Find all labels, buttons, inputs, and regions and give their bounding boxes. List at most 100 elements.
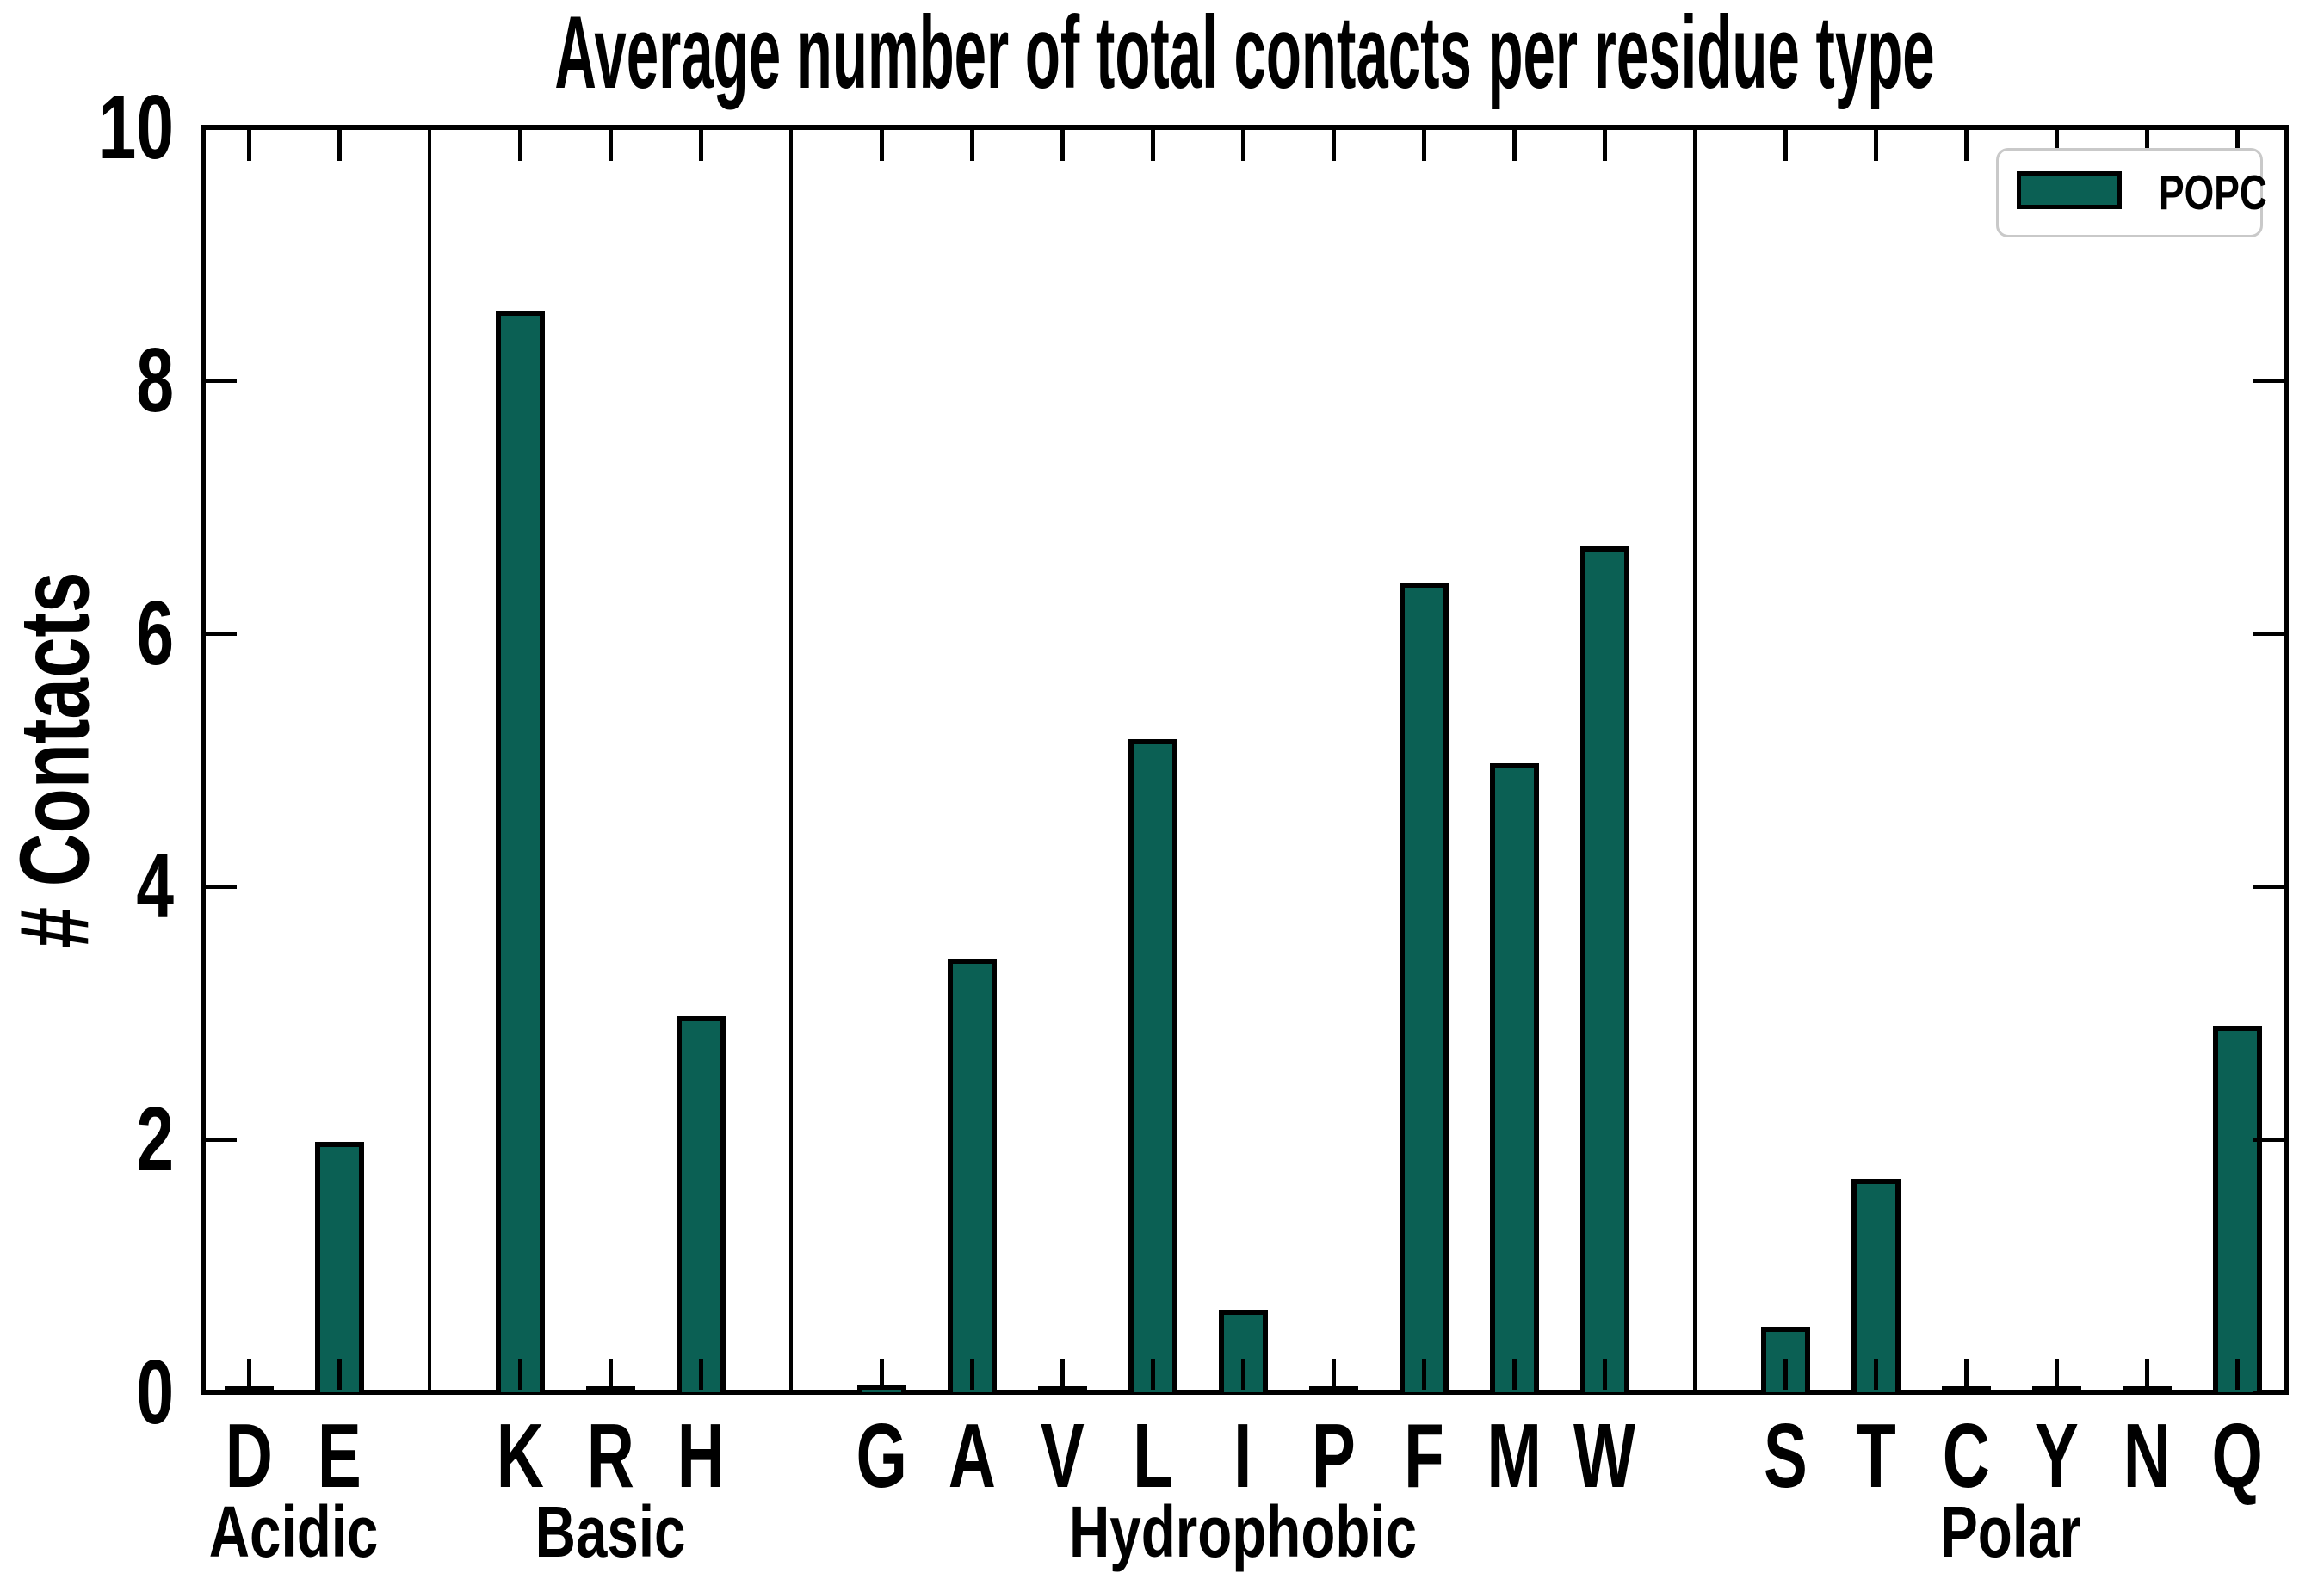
y-tick-right-0 xyxy=(2253,1391,2284,1395)
x-tick-bottom-K xyxy=(518,1359,522,1390)
bar-H xyxy=(677,1016,726,1392)
y-tick-label-4: 4 xyxy=(136,836,174,937)
bar-W xyxy=(1580,546,1629,1392)
x-tick-top-E xyxy=(337,130,342,161)
x-tick-bottom-G xyxy=(880,1359,884,1390)
plot-area xyxy=(201,125,2289,1395)
x-tick-bottom-T xyxy=(1874,1359,1878,1390)
x-tick-label-Y: Y xyxy=(2034,1405,2079,1507)
x-tick-label-P: P xyxy=(1311,1405,1356,1507)
x-tick-label-S: S xyxy=(1763,1405,1808,1507)
bar-Q xyxy=(2213,1026,2262,1392)
bar-T xyxy=(1851,1179,1901,1392)
x-tick-label-R: R xyxy=(586,1405,634,1507)
y-tick-label-10: 10 xyxy=(98,77,174,178)
y-tick-left-10 xyxy=(206,126,237,130)
y-tick-label-8: 8 xyxy=(136,330,174,431)
group-separator-1 xyxy=(789,130,793,1390)
x-tick-top-G xyxy=(880,130,884,161)
x-tick-label-C: C xyxy=(1942,1405,1990,1507)
bar-M xyxy=(1490,763,1539,1392)
group-label-basic: Basic xyxy=(535,1491,686,1572)
y-tick-left-8 xyxy=(206,379,237,383)
x-tick-top-F xyxy=(1422,130,1426,161)
legend: POPC xyxy=(1996,148,2267,237)
legend-label: POPC xyxy=(2159,165,2268,220)
x-tick-top-Q xyxy=(2235,130,2240,161)
x-tick-top-W xyxy=(1603,130,1607,161)
x-tick-label-I: I xyxy=(1233,1405,1252,1507)
y-tick-left-6 xyxy=(206,632,237,636)
x-tick-bottom-I xyxy=(1241,1359,1245,1390)
x-tick-label-T: T xyxy=(1855,1405,1896,1507)
x-tick-top-P xyxy=(1332,130,1336,161)
x-tick-label-F: F xyxy=(1403,1405,1444,1507)
x-tick-top-Y xyxy=(2055,130,2059,161)
y-tick-right-4 xyxy=(2253,885,2284,889)
bar-A xyxy=(948,959,997,1392)
x-tick-label-M: M xyxy=(1486,1405,1542,1507)
legend-swatch-popc xyxy=(2017,171,2122,209)
x-tick-bottom-C xyxy=(1964,1359,1969,1390)
x-tick-top-S xyxy=(1783,130,1788,161)
y-tick-label-2: 2 xyxy=(136,1089,174,1190)
x-tick-bottom-F xyxy=(1422,1359,1426,1390)
x-tick-bottom-Y xyxy=(2055,1359,2059,1390)
x-tick-bottom-D xyxy=(247,1359,251,1390)
x-tick-top-L xyxy=(1151,130,1155,161)
y-tick-label-6: 6 xyxy=(136,583,174,684)
x-tick-top-K xyxy=(518,130,522,161)
bar-L xyxy=(1128,739,1177,1392)
x-tick-top-M xyxy=(1512,130,1517,161)
y-tick-label-0: 0 xyxy=(136,1342,174,1443)
x-tick-top-H xyxy=(699,130,703,161)
x-tick-label-N: N xyxy=(2123,1405,2171,1507)
x-tick-label-D: D xyxy=(225,1405,273,1507)
x-tick-top-T xyxy=(1874,130,1878,161)
x-tick-label-H: H xyxy=(677,1405,725,1507)
x-tick-top-A xyxy=(970,130,974,161)
x-tick-bottom-L xyxy=(1151,1359,1155,1390)
x-tick-label-L: L xyxy=(1132,1405,1173,1507)
x-tick-label-G: G xyxy=(856,1405,907,1507)
y-tick-right-6 xyxy=(2253,632,2284,636)
x-tick-label-E: E xyxy=(317,1405,362,1507)
x-tick-top-N xyxy=(2145,130,2149,161)
y-tick-right-8 xyxy=(2253,379,2284,383)
x-tick-bottom-P xyxy=(1332,1359,1336,1390)
y-tick-right-10 xyxy=(2253,126,2284,130)
x-tick-bottom-H xyxy=(699,1359,703,1390)
group-separator-0 xyxy=(428,130,431,1390)
x-tick-label-K: K xyxy=(496,1405,544,1507)
x-tick-bottom-E xyxy=(337,1359,342,1390)
x-tick-bottom-R xyxy=(609,1359,613,1390)
y-tick-left-4 xyxy=(206,885,237,889)
x-tick-label-W: W xyxy=(1573,1405,1636,1507)
x-tick-top-V xyxy=(1060,130,1065,161)
group-label-hydrophobic: Hydrophobic xyxy=(1068,1491,1418,1572)
group-label-polar: Polar xyxy=(1940,1491,2082,1572)
x-tick-label-V: V xyxy=(1040,1405,1085,1507)
chart-title: Average number of total contacts per res… xyxy=(13,1,2324,104)
x-tick-top-C xyxy=(1964,130,1969,161)
x-tick-bottom-V xyxy=(1060,1359,1065,1390)
x-tick-top-D xyxy=(247,130,251,161)
x-tick-bottom-A xyxy=(970,1359,974,1390)
x-tick-bottom-M xyxy=(1512,1359,1517,1390)
bar-E xyxy=(315,1142,364,1392)
x-tick-bottom-W xyxy=(1603,1359,1607,1390)
bar-F xyxy=(1400,583,1449,1392)
y-tick-left-0 xyxy=(206,1391,237,1395)
x-tick-top-R xyxy=(609,130,613,161)
x-tick-bottom-S xyxy=(1783,1359,1788,1390)
x-tick-bottom-N xyxy=(2145,1359,2149,1390)
group-separator-2 xyxy=(1693,130,1697,1390)
y-tick-right-2 xyxy=(2253,1138,2284,1142)
x-tick-label-A: A xyxy=(948,1405,996,1507)
x-tick-top-I xyxy=(1241,130,1245,161)
bar-K xyxy=(496,311,545,1392)
y-tick-left-2 xyxy=(206,1138,237,1142)
x-tick-bottom-Q xyxy=(2235,1359,2240,1390)
x-tick-label-Q: Q xyxy=(2211,1405,2263,1507)
